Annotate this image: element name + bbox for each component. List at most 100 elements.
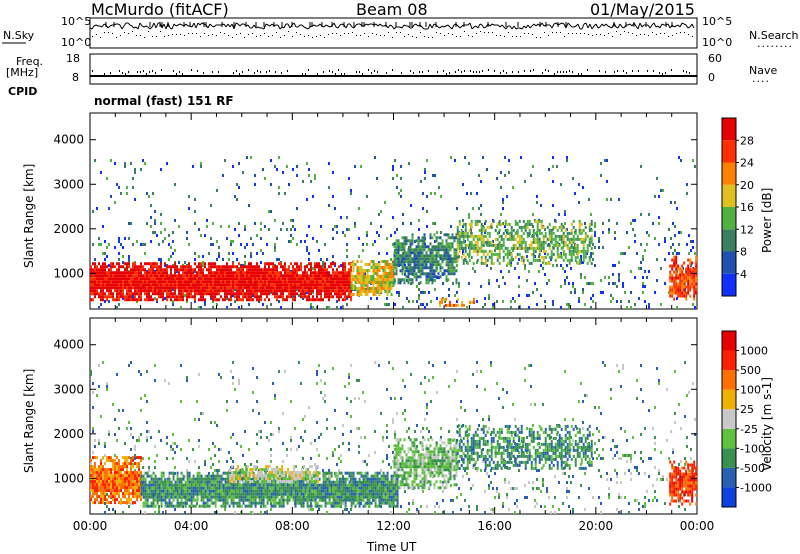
nave-trace-dot xyxy=(479,71,480,73)
echo-cell xyxy=(417,248,420,252)
echo-cell xyxy=(441,257,444,261)
echo-cell xyxy=(124,280,126,284)
echo-cell xyxy=(433,260,436,264)
nsky-trace-segment xyxy=(607,25,611,28)
echo-cell xyxy=(318,364,320,367)
echo-cell xyxy=(681,291,684,295)
echo-cell xyxy=(370,287,373,290)
echo-cell xyxy=(534,246,537,250)
echo-cell xyxy=(160,277,162,281)
echo-cell xyxy=(402,306,404,309)
echo-cell xyxy=(474,270,476,273)
echo-cell xyxy=(482,252,485,256)
echo-cell xyxy=(246,289,248,293)
echo-cell xyxy=(98,439,100,442)
echo-cell xyxy=(170,445,172,448)
echo-cell xyxy=(286,289,288,293)
nsky-trace-segment xyxy=(117,23,121,26)
echo-cell xyxy=(186,289,188,293)
echo-cell xyxy=(472,249,475,253)
nsky-trace-segment xyxy=(377,23,381,27)
echo-cell xyxy=(388,290,391,293)
echo-cell xyxy=(280,262,282,266)
echo-cell xyxy=(568,303,570,306)
echo-cell xyxy=(476,219,479,223)
nsky-trace-segment xyxy=(431,23,435,29)
echo-cell xyxy=(604,276,606,279)
echo-cell xyxy=(122,409,124,412)
echo-cell xyxy=(405,269,408,273)
echo-cell xyxy=(270,421,272,424)
echo-cell xyxy=(514,246,517,250)
echo-cell xyxy=(472,246,475,250)
nsky-trace-segment xyxy=(327,25,331,28)
echo-cell xyxy=(186,298,188,302)
echo-cell xyxy=(488,225,491,229)
echo-cell xyxy=(582,261,584,264)
nave-trace-dot xyxy=(449,72,450,74)
echo-cell xyxy=(685,276,688,280)
echo-cell xyxy=(292,219,294,222)
echo-cell xyxy=(378,261,380,264)
echo-cell xyxy=(116,274,118,278)
echo-cell xyxy=(264,280,266,284)
echo-cell xyxy=(431,275,434,279)
echo-cell xyxy=(590,240,593,244)
echo-cell xyxy=(202,261,204,264)
echo-cell xyxy=(397,251,400,255)
echo-cell xyxy=(278,192,280,195)
nsearch-trace-dot xyxy=(92,36,93,37)
echo-cell xyxy=(302,418,304,421)
echo-cell xyxy=(282,298,284,302)
echo-cell xyxy=(344,274,346,278)
echo-cell xyxy=(445,233,448,237)
echo-cell xyxy=(316,421,318,424)
echo-cell xyxy=(308,406,310,409)
echo-cell xyxy=(216,292,218,296)
echo-cell xyxy=(528,243,531,247)
nsearch-trace-dot xyxy=(244,37,245,38)
echo-cell xyxy=(316,274,318,278)
echo-cell xyxy=(270,460,272,463)
echo-cell xyxy=(180,286,182,290)
echo-cell xyxy=(372,272,375,275)
echo-cell xyxy=(668,252,670,255)
nave-trace-dot xyxy=(317,73,318,75)
nave-trace-dot xyxy=(341,73,342,75)
echo-cell xyxy=(455,281,458,285)
echo-cell xyxy=(502,207,504,210)
echo-cell xyxy=(449,266,452,270)
echo-cell xyxy=(154,286,156,290)
echo-cell xyxy=(425,251,428,255)
echo-cell xyxy=(656,279,658,282)
echo-cell xyxy=(158,271,160,275)
echo-cell xyxy=(276,277,278,281)
echo-cell xyxy=(236,183,238,186)
echo-cell xyxy=(566,234,569,238)
echo-cell xyxy=(366,263,369,266)
echo-cell xyxy=(576,252,579,256)
echo-cell xyxy=(642,255,644,258)
echo-cell xyxy=(318,436,320,439)
echo-cell xyxy=(90,277,92,281)
echo-cell xyxy=(266,280,268,284)
echo-cell xyxy=(276,258,278,261)
echo-cell xyxy=(294,427,296,430)
echo-cell xyxy=(132,177,134,180)
echo-cell xyxy=(420,303,422,306)
echo-cell xyxy=(679,285,682,289)
echo-cell xyxy=(462,258,465,262)
nsearch-trace-dot xyxy=(356,35,357,36)
nave-trace-dot xyxy=(362,73,363,75)
echo-cell xyxy=(212,442,214,445)
echo-cell xyxy=(395,254,398,258)
nsky-trace-segment xyxy=(95,24,99,27)
echo-cell xyxy=(640,267,642,270)
echo-cell xyxy=(220,277,222,281)
echo-cell xyxy=(92,430,94,433)
echo-cell xyxy=(490,243,493,247)
nave-trace-dot xyxy=(329,70,330,72)
echo-cell xyxy=(658,195,660,198)
echo-cell xyxy=(572,285,574,288)
echo-cell xyxy=(654,291,656,294)
